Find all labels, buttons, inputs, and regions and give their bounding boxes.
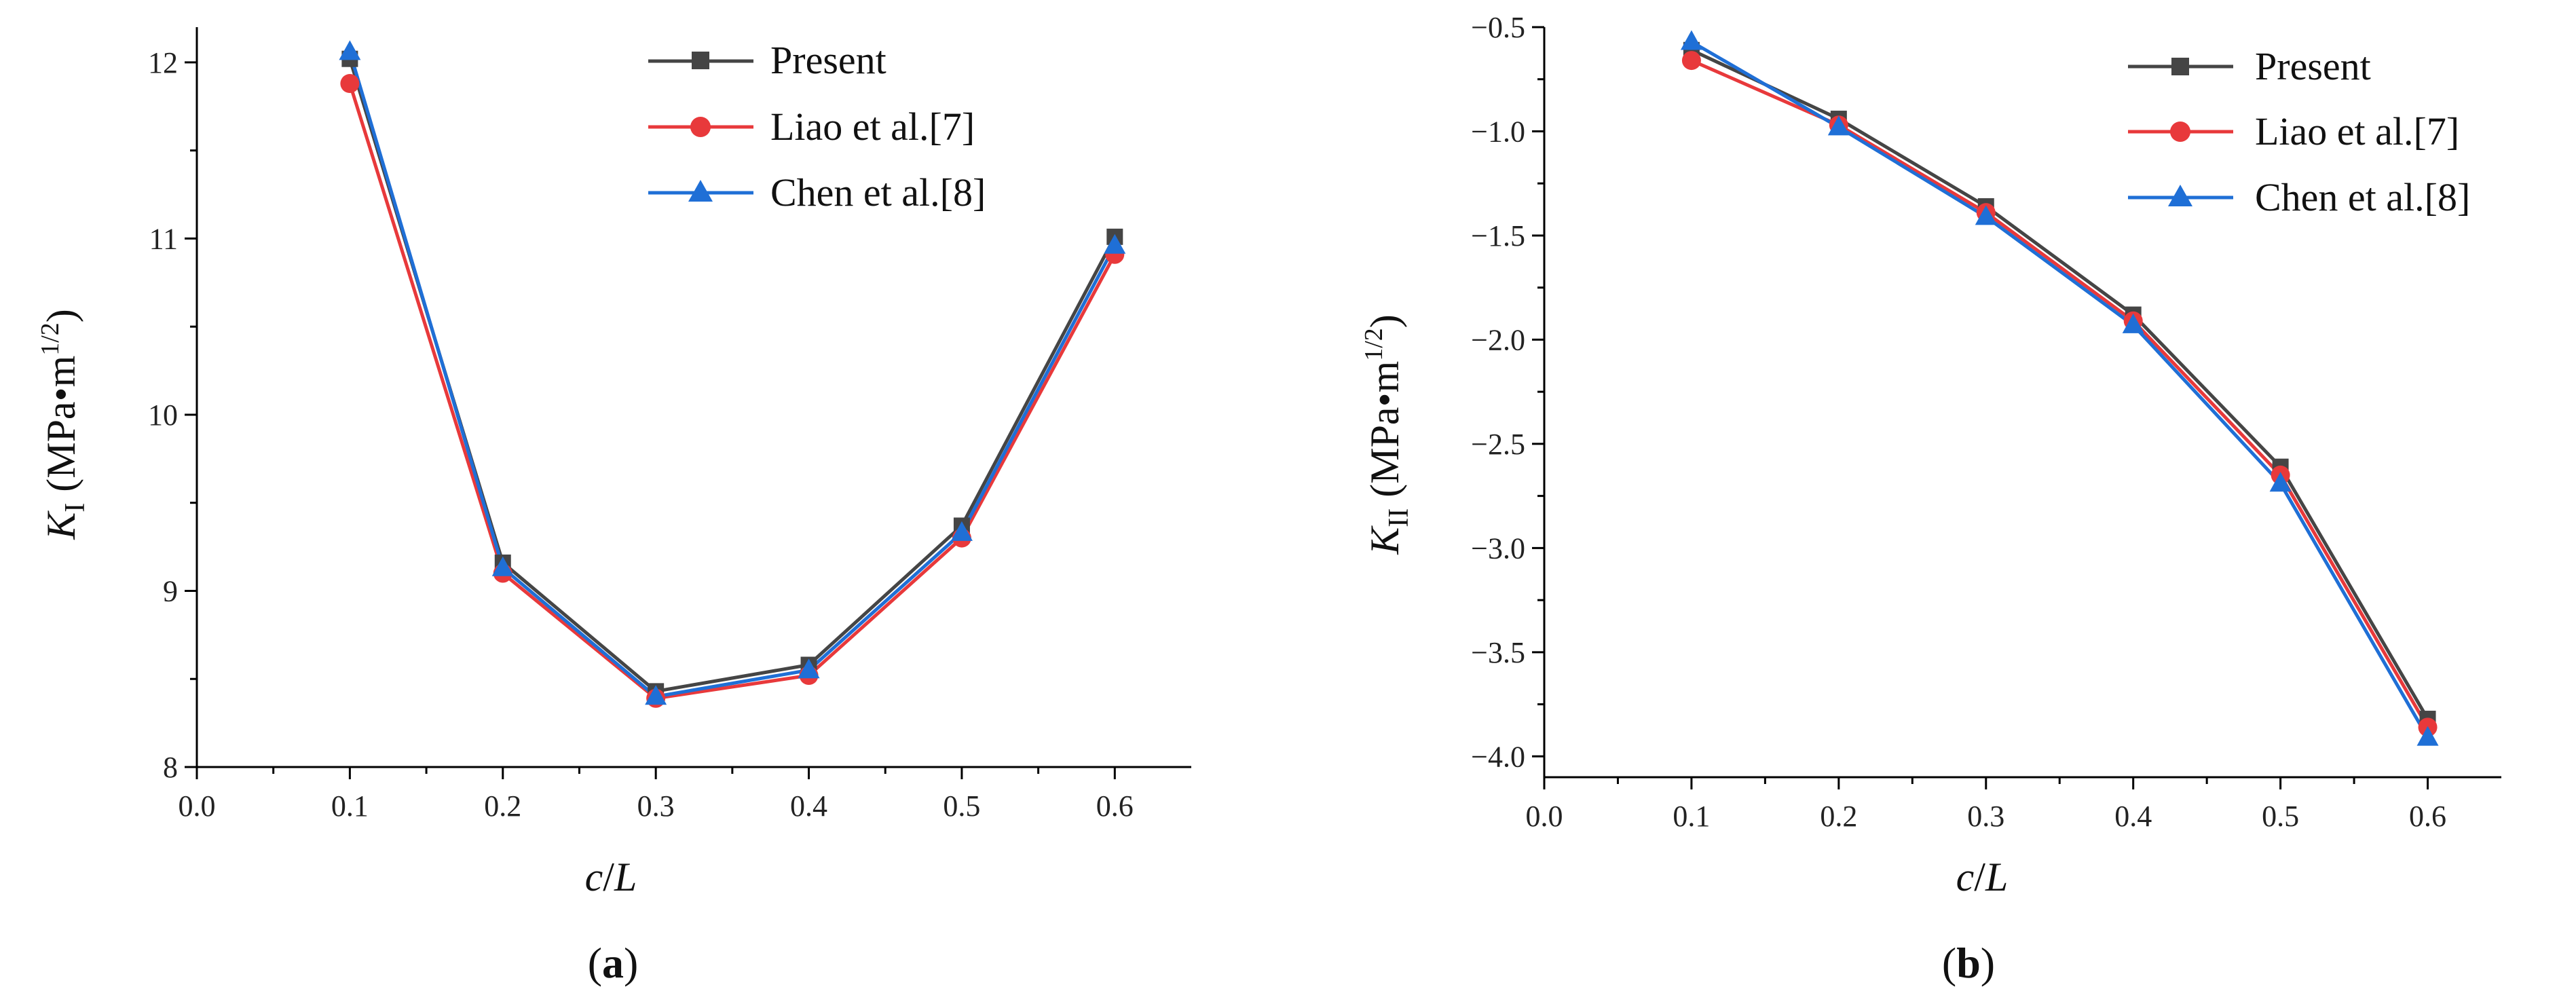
x-tick-label: 0.3 — [637, 789, 675, 823]
point-chen-et-al-8 — [491, 556, 514, 576]
x-tick-label: 0.0 — [179, 789, 216, 823]
series-line-liao-et-al-7 — [1690, 58, 2429, 728]
y-tick-label: 9 — [163, 574, 178, 608]
point-chen-et-al-8 — [1975, 205, 1997, 225]
y-tick-label: −0.5 — [1471, 11, 1525, 44]
panel-label-b: (b) — [1942, 939, 1995, 987]
x-tick-label: 0.2 — [1820, 800, 1857, 833]
legend-marker-liao — [2170, 122, 2190, 142]
x-tick-label: 0.0 — [1526, 800, 1563, 833]
x-tick-label: 0.5 — [2262, 800, 2299, 833]
legend-label-liao: Liao et al.[7] — [2255, 109, 2459, 153]
series-line-present — [348, 58, 1117, 693]
panel-b: 0.0 0.1 0.2 0.3 0.4 0.5 0.6 −0.5 −1.0 −1.5 −2.0 −2.… — [1360, 11, 2501, 987]
legend: Present Liao et al.[7] Chen et al.[8] — [2128, 44, 2470, 219]
legend: Present Liao et al.[7] Chen et al.[8] — [648, 38, 986, 214]
x-tick-label: 0.3 — [1967, 800, 2004, 833]
x-axis-title: c/L — [585, 855, 637, 899]
x-tick-label: 0.6 — [1096, 789, 1134, 823]
point-chen-et-al-8 — [950, 521, 973, 541]
legend-label-present: Present — [770, 38, 886, 82]
x-tick-label: 0.1 — [1673, 800, 1710, 833]
legend-marker-liao — [690, 117, 711, 137]
point-chen-et-al-8 — [1104, 234, 1126, 254]
point-liao-et-al-7 — [1681, 51, 1701, 71]
legend-label-chen: Chen et al.[8] — [770, 170, 986, 214]
y-tick-label: −3.0 — [1471, 531, 1525, 565]
legend-marker-chen — [688, 180, 713, 202]
y-tick-label: 12 — [148, 46, 178, 79]
series-line-chen-et-al-8 — [1690, 40, 2429, 739]
point-chen-et-al-8 — [2416, 726, 2439, 746]
point-chen-et-al-8 — [798, 658, 820, 679]
y-tick-label: −2.0 — [1471, 323, 1525, 356]
x-tick-label: 0.2 — [484, 789, 521, 823]
x-axis-title: c/L — [1956, 855, 2009, 899]
point-chen-et-al-8 — [339, 40, 361, 60]
point-chen-et-al-8 — [1680, 30, 1702, 50]
legend-label-liao: Liao et al.[7] — [770, 105, 975, 149]
panel-a: 0.0 0.1 0.2 0.3 0.4 0.5 0.6 8 9 10 11 12 Present Li… — [36, 27, 1191, 987]
point-chen-et-al-8 — [645, 685, 667, 705]
series-line-liao-et-al-7 — [348, 83, 1117, 701]
y-tick-label: 10 — [148, 398, 178, 432]
panel-label-a: (a) — [588, 939, 639, 987]
legend-marker-present — [2171, 58, 2189, 75]
x-tick-label: 0.4 — [790, 789, 827, 823]
x-tick-label: 0.6 — [2409, 800, 2446, 833]
legend-label-chen: Chen et al.[8] — [2255, 175, 2470, 219]
legend-marker-present — [692, 52, 709, 69]
point-liao-et-al-7 — [340, 74, 360, 94]
y-tick-label: 8 — [163, 751, 178, 784]
series-line-present — [1690, 48, 2429, 720]
x-tick-label: 0.4 — [2114, 800, 2152, 833]
y-tick-label: −4.0 — [1471, 740, 1525, 773]
x-tick-label: 0.1 — [331, 789, 369, 823]
point-chen-et-al-8 — [1827, 115, 1850, 136]
y-tick-label: −3.5 — [1471, 636, 1525, 669]
y-tick-label: −1.0 — [1471, 115, 1525, 148]
y-axis-title: KII(MPa•m1/2) — [1360, 314, 1415, 555]
y-axis-title: KI(MPa•m1/2) — [36, 309, 91, 540]
legend-label-present: Present — [2255, 44, 2371, 88]
x-tick-label: 0.5 — [943, 789, 980, 823]
y-tick-label: −2.5 — [1471, 428, 1525, 461]
point-chen-et-al-8 — [2269, 472, 2292, 492]
y-tick-label: −1.5 — [1471, 219, 1525, 253]
legend-marker-chen — [2168, 185, 2192, 206]
y-tick-label: 11 — [149, 222, 178, 255]
series-line-chen-et-al-8 — [348, 51, 1117, 698]
point-chen-et-al-8 — [2122, 313, 2144, 333]
